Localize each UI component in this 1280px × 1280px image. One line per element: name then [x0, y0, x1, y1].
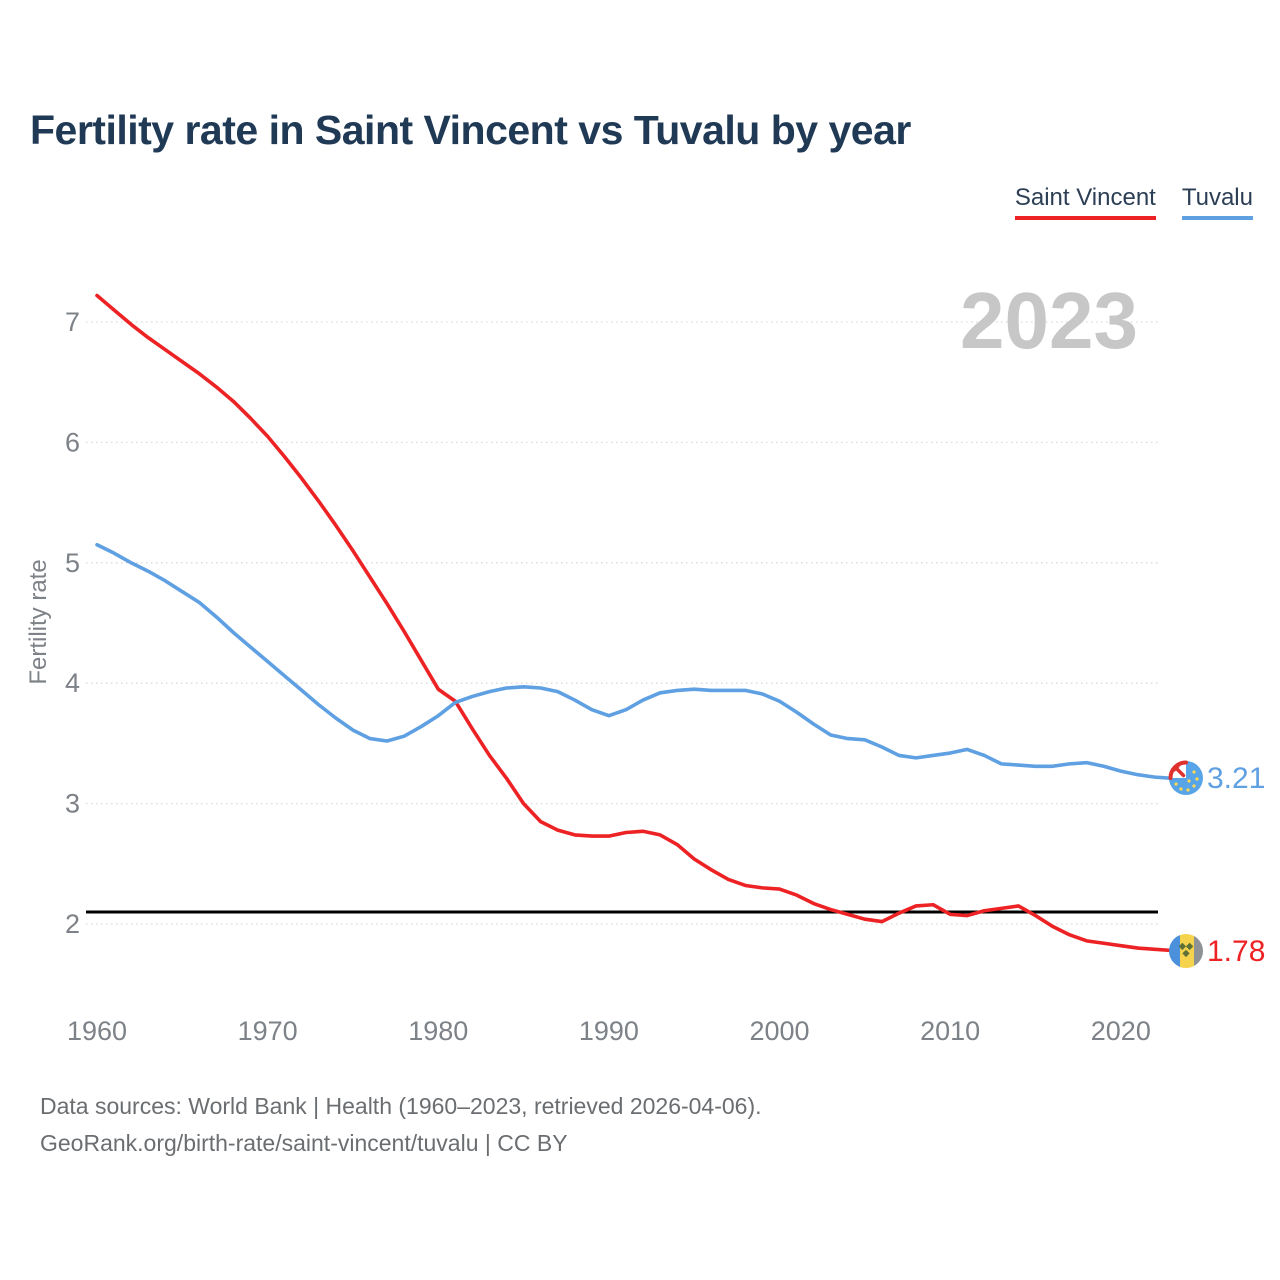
tuvalu-stars [1174, 770, 1199, 792]
x-tick-label: 1980 [408, 1016, 468, 1046]
x-tick-label: 1960 [67, 1016, 127, 1046]
legend-label-saint-vincent: Saint Vincent [1014, 184, 1156, 211]
footer-sources: Data sources: World Bank | Health (1960–… [40, 1093, 762, 1119]
page-title: Fertility rate in Saint Vincent vs Tuval… [30, 107, 911, 153]
gridlines [86, 321, 1158, 925]
legend-label-tuvalu: Tuvalu [1181, 184, 1253, 211]
tuvalu-flag-icon [1168, 760, 1203, 795]
y-axis-label: Fertility rate [25, 559, 52, 684]
x-tick-label: 2010 [920, 1016, 980, 1046]
y-tick-label: 4 [65, 668, 80, 698]
y-tick-label: 7 [65, 307, 80, 337]
footer: Data sources: World Bank | Health (1960–… [40, 1088, 762, 1162]
saint-vincent-diamonds [1178, 942, 1194, 958]
y-tick-label: 3 [65, 789, 80, 819]
watermark-year: 2023 [960, 276, 1138, 365]
y-tick-label: 6 [65, 427, 80, 457]
series-line-saint-vincent[interactable] [95, 293, 1174, 953]
series-lines [95, 293, 1174, 953]
y-axis-ticks: 2 3 4 5 6 7 [65, 307, 80, 939]
series-line-tuvalu[interactable] [95, 542, 1174, 781]
x-tick-label: 1990 [579, 1016, 639, 1046]
tuvalu-end-value: 3.21 [1207, 762, 1265, 795]
legend-item-tuvalu[interactable]: Tuvalu [1181, 184, 1253, 220]
x-tick-label: 2000 [750, 1016, 810, 1046]
saint-vincent-end-value: 1.78 [1207, 935, 1265, 968]
x-tick-label: 1970 [238, 1016, 298, 1046]
y-tick-label: 2 [65, 909, 80, 939]
saint-vincent-flag-icon [1169, 934, 1203, 968]
legend: Saint Vincent Tuvalu [1014, 184, 1253, 220]
x-tick-label: 2020 [1091, 1016, 1151, 1046]
x-axis-ticks: 1960 1970 1980 1990 2000 2010 2020 [67, 1016, 1151, 1046]
footer-url: GeoRank.org/birth-rate/saint-vincent/tuv… [40, 1130, 568, 1156]
y-tick-label: 5 [65, 548, 80, 578]
legend-item-saint-vincent[interactable]: Saint Vincent [1014, 184, 1156, 220]
